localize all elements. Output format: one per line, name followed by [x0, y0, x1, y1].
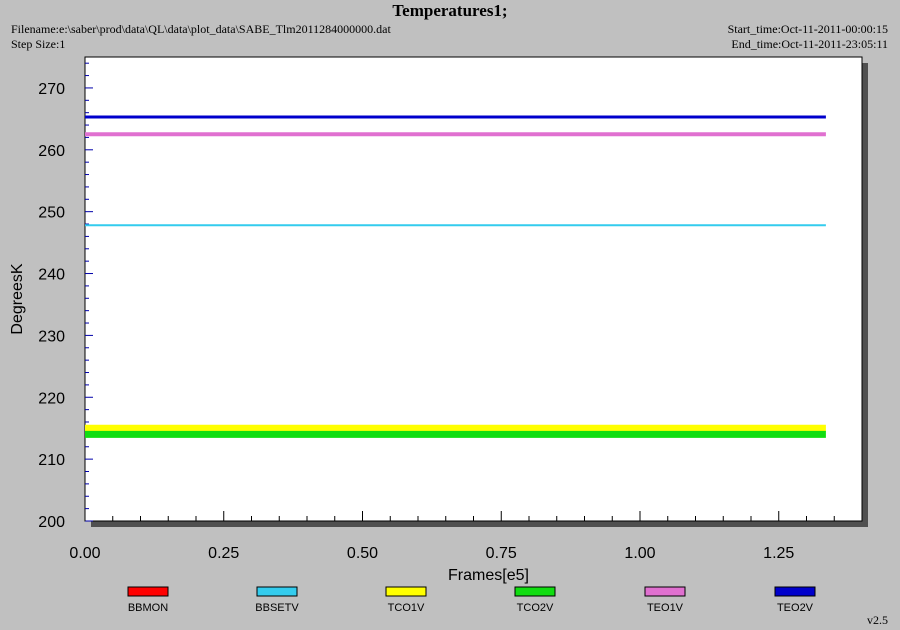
x-tick-label: 1.00 [624, 545, 655, 562]
plot-area [84, 56, 863, 522]
version-label: v2.5 [867, 613, 888, 627]
y-tick-label: 240 [38, 267, 65, 284]
x-axis-label: Frames[e5] [448, 567, 529, 584]
x-tick-label: 0.00 [69, 545, 100, 562]
y-tick-label: 260 [38, 143, 65, 160]
y-tick-label: 270 [38, 81, 65, 98]
legend-swatch-teo2v [774, 586, 816, 597]
x-tick-label: 0.50 [347, 545, 378, 562]
y-tick-label: 220 [38, 390, 65, 407]
legend-label-tco2v: TCO2V [517, 602, 554, 614]
legend-swatch-tco1v [385, 586, 427, 597]
step-size-label: Step Size:1 [11, 37, 66, 51]
end-time-label: End_time:Oct-11-2011-23:05:11 [731, 37, 888, 51]
chart-title: Temperatures1; [392, 1, 508, 20]
x-tick-label: 0.75 [486, 545, 517, 562]
legend-swatch-tco2v [514, 586, 556, 597]
legend-swatch-bbmon [127, 586, 169, 597]
legend-swatch-bbsetv [256, 586, 298, 597]
y-tick-label: 210 [38, 452, 65, 469]
legend-label-bbmon: BBMON [128, 602, 168, 614]
y-axis-label: DegreesK [9, 263, 26, 334]
x-tick-label: 0.25 [208, 545, 239, 562]
legend-label-teo2v: TEO2V [777, 602, 814, 614]
x-tick-label: 1.25 [763, 545, 794, 562]
filename-label: Filename:e:\saber\prod\data\QL\data\plot… [11, 22, 391, 36]
y-tick-label: 250 [38, 205, 65, 222]
legend-label-bbsetv: BBSETV [255, 602, 299, 614]
start-time-label: Start_time:Oct-11-2011-00:00:15 [727, 22, 888, 36]
y-tick-label: 230 [38, 328, 65, 345]
legend-swatch-teo1v [644, 586, 686, 597]
legend-label-tco1v: TCO1V [388, 602, 425, 614]
y-tick-label: 200 [38, 514, 65, 531]
legend-label-teo1v: TEO1V [647, 602, 684, 614]
